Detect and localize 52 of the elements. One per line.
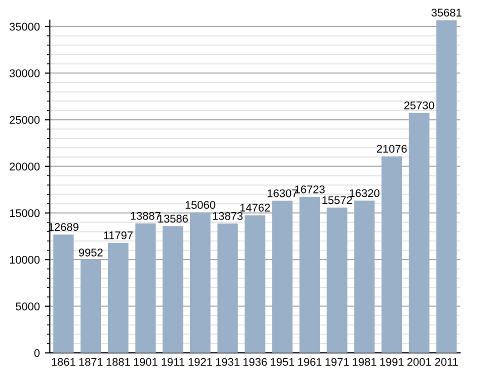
x-tick-label: 1871: [79, 358, 103, 366]
bar: [53, 234, 74, 353]
bar: [135, 223, 156, 353]
x-tick-label: 2001: [407, 358, 431, 366]
bar: [299, 196, 320, 353]
bar: [326, 208, 348, 353]
data-label: 16723: [295, 185, 325, 194]
bar: [244, 215, 266, 353]
x-tick-label: 1991: [380, 358, 404, 366]
bar: [162, 226, 184, 353]
x-tick-label: 1936: [243, 358, 267, 366]
data-label: 11797: [104, 231, 133, 240]
data-label: 15060: [186, 200, 216, 209]
bar: [217, 223, 238, 353]
data-label: 13873: [213, 212, 243, 220]
y-tick-label: 30000: [10, 69, 40, 78]
y-tick-label: 15000: [10, 209, 40, 218]
y-tick-label: 0: [34, 349, 40, 357]
bar: [436, 20, 457, 353]
x-tick-label: 1951: [270, 358, 294, 366]
data-label: 14762: [240, 204, 270, 212]
bar: [272, 200, 293, 353]
bar: [408, 112, 430, 353]
x-tick-label: 1921: [188, 358, 212, 366]
y-tick-label: 35000: [10, 22, 40, 31]
bar: [108, 242, 128, 353]
data-label: 15572: [322, 196, 352, 204]
x-tick-label: 1911: [162, 358, 184, 366]
bar: [80, 260, 102, 353]
x-tick-label: 1931: [216, 358, 240, 366]
x-tick-label: 1961: [298, 358, 322, 366]
data-label: 16320: [350, 189, 380, 198]
data-label: 13887: [130, 212, 160, 220]
bar: [382, 156, 402, 353]
y-tick-label: 25000: [10, 116, 40, 124]
y-tick-label: 20000: [10, 162, 40, 170]
data-label: 35681: [431, 8, 462, 17]
x-tick-label: 1861: [52, 358, 76, 366]
y-tick-label: 5000: [16, 302, 40, 310]
y-tick-label: 10000: [10, 256, 40, 264]
bar: [354, 200, 375, 353]
data-label: 16307: [268, 189, 298, 198]
data-label: 13586: [158, 214, 188, 223]
data-label: 21076: [376, 144, 407, 153]
x-tick-label: 1881: [106, 358, 130, 366]
bar: [190, 212, 211, 353]
x-tick-label: 1981: [352, 358, 376, 366]
data-label: 9952: [78, 248, 103, 256]
x-tick-label: 1971: [326, 358, 349, 366]
x-tick-label: 2011: [435, 358, 458, 366]
x-tick-label: 1901: [134, 358, 158, 366]
data-label: 25730: [404, 101, 434, 110]
